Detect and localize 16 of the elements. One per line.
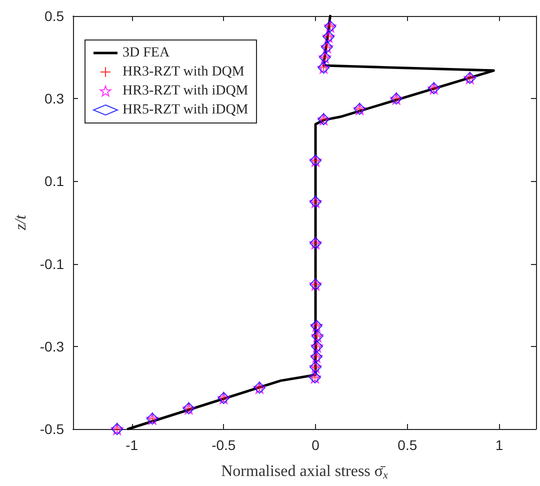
legend-label: HR3-RZT with iDQM bbox=[122, 84, 249, 98]
legend-label: 3D FEA bbox=[122, 46, 170, 60]
y-tick-label: -0.3 bbox=[40, 338, 64, 354]
x-tick-label: -1 bbox=[126, 437, 138, 453]
y-tick-label: 0.3 bbox=[44, 90, 64, 107]
x-tick-label: 0 bbox=[312, 437, 320, 453]
y-tick-label: 0.1 bbox=[44, 173, 64, 190]
y-tick-label: -0.1 bbox=[40, 256, 64, 272]
legend-label: HR5-RZT with iDQM bbox=[122, 102, 249, 118]
x-tick-label: -0.5 bbox=[212, 437, 236, 453]
y-tick-label: -0.5 bbox=[40, 421, 64, 437]
x-tick-label: 0.5 bbox=[398, 437, 418, 453]
y-axis-title: z/t bbox=[12, 214, 30, 232]
legend-label: HR3-RZT with DQM bbox=[122, 64, 245, 80]
y-tick-label: 0.5 bbox=[44, 8, 64, 24]
x-tick-label: 1 bbox=[495, 437, 504, 453]
